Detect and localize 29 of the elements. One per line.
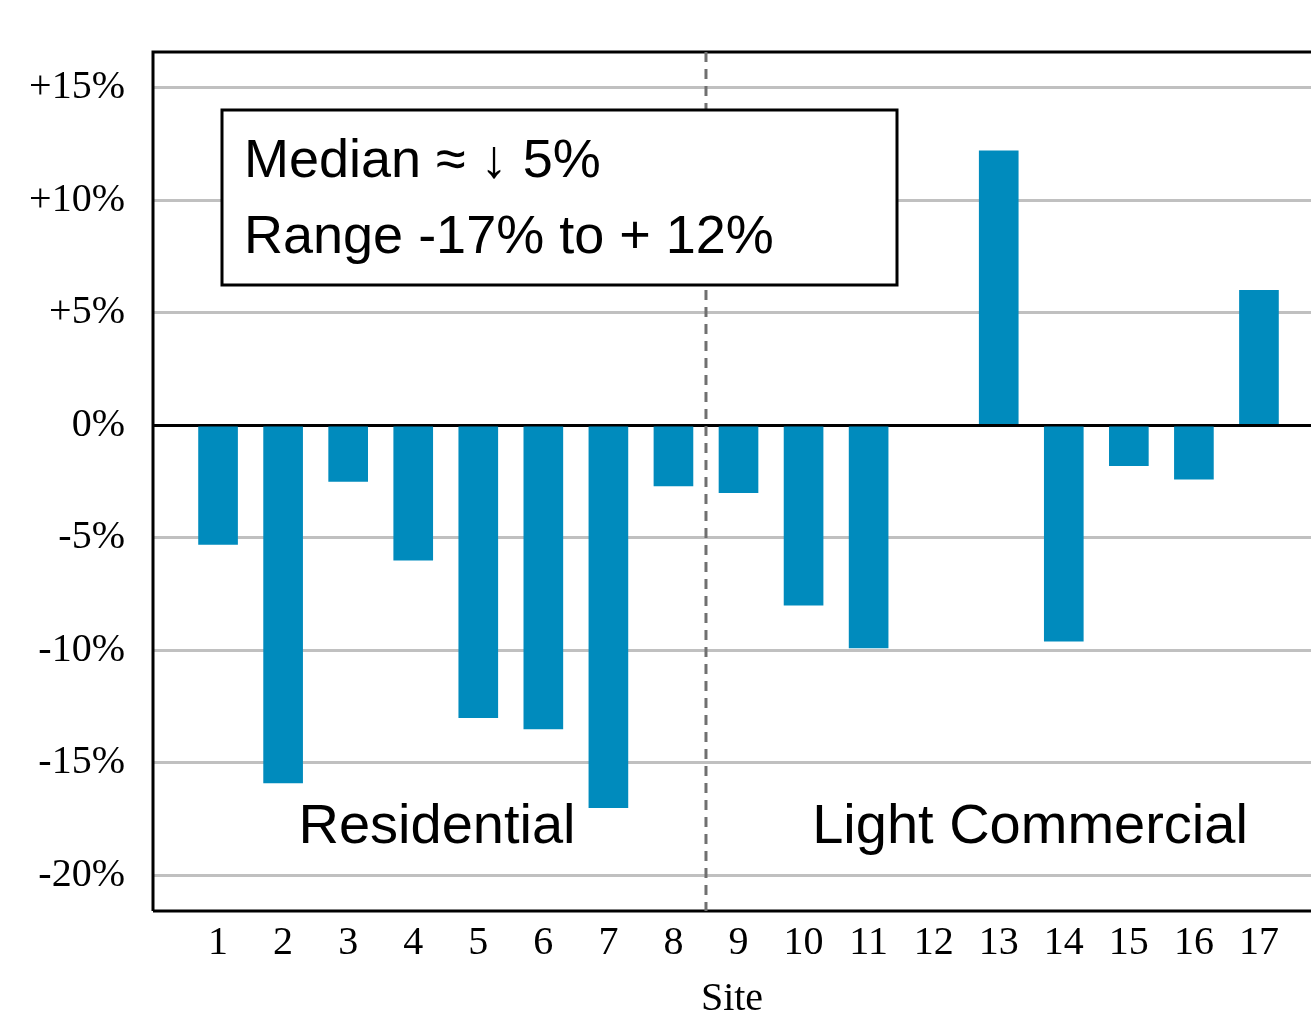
x-tick-label: 9 [728, 917, 749, 963]
x-tick-label: 7 [598, 917, 619, 963]
y-tick-label: -15% [38, 737, 125, 783]
x-axis-title: Site [700, 973, 764, 1019]
x-tick-label: 14 [1043, 917, 1084, 963]
annotation: Median ≈ ↓ 5% Range -17% to + 12% [244, 127, 774, 264]
y-tick-label: 0% [71, 399, 125, 445]
y-tick-label: +5% [49, 287, 125, 333]
x-tick-label: 8 [663, 917, 684, 963]
x-tick-label: 17 [1238, 917, 1279, 963]
x-tick-label: 3 [338, 917, 359, 963]
x-tick-label: 6 [533, 917, 554, 963]
x-tick-label: 1 [208, 917, 229, 963]
x-tick-label: 5 [468, 917, 489, 963]
y-tick-label: +10% [29, 174, 125, 220]
x-tick-label: 4 [403, 917, 424, 963]
y-tick-label: -10% [38, 624, 125, 670]
y-tick-label: -5% [58, 512, 125, 558]
y-tick-label: -20% [38, 849, 125, 895]
annotation: Residential [298, 792, 576, 856]
x-tick-label: 11 [849, 917, 888, 963]
x-tick-label: 15 [1108, 917, 1149, 963]
y-tick-label: +15% [29, 62, 125, 108]
annotation: Light Commercial [812, 792, 1248, 856]
x-tick-label: 12 [913, 917, 954, 963]
x-tick-label: 10 [783, 917, 824, 963]
x-tick-label: 13 [978, 917, 1019, 963]
x-tick-label: 2 [273, 917, 294, 963]
x-tick-label: 16 [1173, 917, 1214, 963]
